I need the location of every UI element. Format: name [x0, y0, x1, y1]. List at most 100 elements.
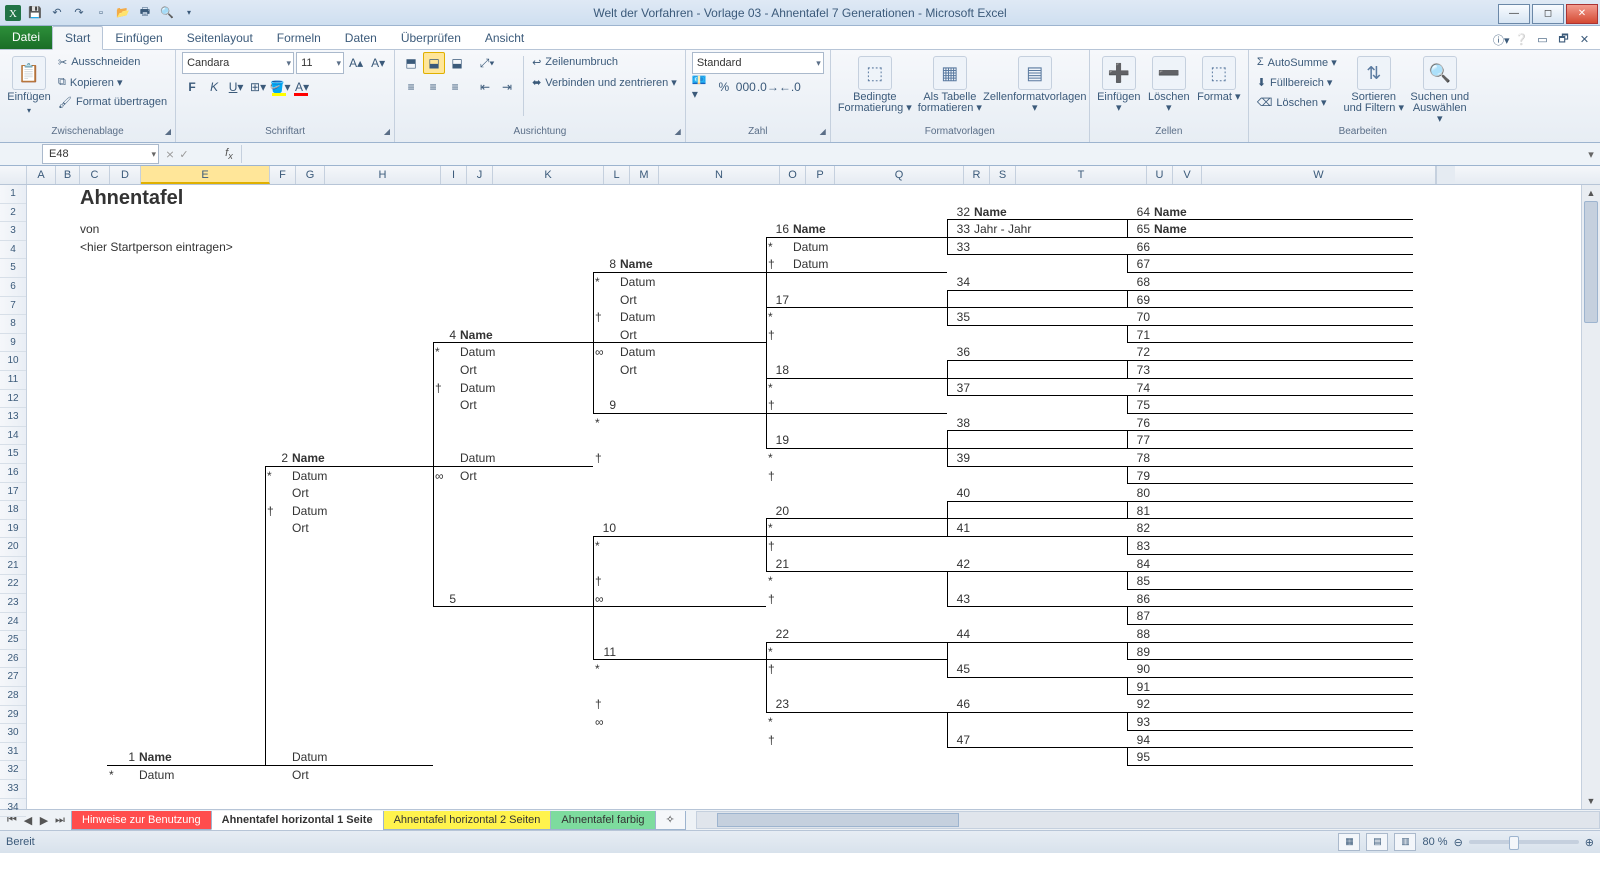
maximize-button[interactable]: ◻ — [1532, 4, 1564, 24]
formula-input[interactable] — [241, 145, 1582, 163]
col-header-I[interactable]: I — [441, 166, 467, 184]
insert-cells-button[interactable]: ➕Einfügen ▾ — [1096, 52, 1142, 114]
align-right-icon[interactable]: ≡ — [445, 77, 465, 97]
qat-preview-icon[interactable]: 🔍 — [158, 4, 176, 22]
fx-icon[interactable]: fx — [219, 147, 239, 161]
font-size-combo[interactable]: 11 — [296, 52, 344, 74]
help-dropdown-icon[interactable]: ⓘ▾ — [1493, 32, 1508, 48]
wrap-text-button[interactable]: ↩Zeilenumbruch — [530, 52, 679, 72]
undo-icon[interactable]: ↶ — [48, 4, 66, 22]
row-header[interactable]: 13 — [0, 408, 26, 427]
hscroll-thumb[interactable] — [717, 813, 959, 827]
horizontal-scrollbar[interactable] — [696, 811, 1600, 829]
comma-icon[interactable]: 000 — [736, 77, 756, 97]
cell-styles-button[interactable]: ▤Zellenformatvorlagen ▾ — [987, 52, 1083, 114]
new-sheet-button[interactable]: ✧ — [655, 811, 686, 830]
select-all-corner[interactable] — [0, 166, 27, 184]
row-header[interactable]: 18 — [0, 501, 26, 520]
fill-button[interactable]: ⬇Füllbereich ▾ — [1255, 72, 1339, 92]
tab-next-icon[interactable]: ▶ — [36, 814, 52, 827]
currency-icon[interactable]: 💶▾ — [692, 77, 712, 97]
fill-color-button[interactable]: 🪣▾ — [270, 77, 290, 97]
col-header-B[interactable]: B — [56, 166, 80, 184]
tab-formeln[interactable]: Formeln — [265, 27, 333, 49]
decrease-font-icon[interactable]: A▾ — [368, 53, 388, 73]
tab-start[interactable]: Start — [52, 26, 103, 50]
row-header[interactable]: 23 — [0, 594, 26, 613]
conditional-format-button[interactable]: ⬚Bedingte Formatierung ▾ — [837, 52, 913, 114]
row-header[interactable]: 12 — [0, 390, 26, 409]
decrease-indent-icon[interactable]: ⇤ — [475, 77, 495, 97]
row-header[interactable]: 10 — [0, 352, 26, 371]
row-header[interactable]: 6 — [0, 278, 26, 297]
tab-seitenlayout[interactable]: Seitenlayout — [175, 27, 265, 49]
clear-button[interactable]: ⌫Löschen ▾ — [1255, 92, 1339, 112]
paste-button[interactable]: 📋 Einfügen ▾ — [6, 52, 52, 116]
percent-icon[interactable]: % — [714, 77, 734, 97]
row-header[interactable]: 22 — [0, 575, 26, 594]
row-header[interactable]: 34 — [0, 799, 26, 818]
normal-view-button[interactable]: ▦ — [1338, 833, 1360, 851]
qat-print-icon[interactable]: 🖶 — [136, 4, 154, 22]
sheet-tab-3[interactable]: Ahnentafel horizontal 2 Seiten — [383, 811, 552, 830]
format-as-table-button[interactable]: ▦Als Tabelle formatieren ▾ — [917, 52, 983, 114]
row-header[interactable]: 4 — [0, 241, 26, 260]
font-color-button[interactable]: A▾ — [292, 77, 312, 97]
autosum-button[interactable]: ΣAutoSumme ▾ — [1255, 52, 1339, 72]
row-header[interactable]: 16 — [0, 464, 26, 483]
col-header-E[interactable]: E — [141, 166, 270, 184]
dialog-launcher-icon[interactable]: ◢ — [165, 127, 171, 136]
increase-font-icon[interactable]: A▴ — [346, 53, 366, 73]
cut-button[interactable]: ✂Ausschneiden — [56, 52, 169, 72]
align-bottom-icon[interactable]: ⬓ — [447, 53, 467, 73]
row-header[interactable]: 30 — [0, 724, 26, 743]
sheet-tab-1[interactable]: Hinweise zur Benutzung — [71, 811, 212, 830]
number-format-combo[interactable]: Standard — [692, 52, 824, 74]
col-header-P[interactable]: P — [806, 166, 835, 184]
expand-formula-icon[interactable]: ▾ — [1582, 148, 1600, 161]
italic-button[interactable]: K — [204, 77, 224, 97]
row-header[interactable]: 20 — [0, 538, 26, 557]
save-icon[interactable]: 💾 — [26, 4, 44, 22]
file-tab[interactable]: Datei — [0, 26, 52, 49]
row-header[interactable]: 32 — [0, 761, 26, 780]
tab-last-icon[interactable]: ⏭ — [52, 814, 68, 827]
row-header[interactable]: 21 — [0, 557, 26, 576]
tab-einfuegen[interactable]: Einfügen — [103, 27, 174, 49]
zoom-knob[interactable] — [1509, 836, 1519, 850]
dialog-launcher-icon[interactable]: ◢ — [820, 127, 826, 136]
col-header-V[interactable]: V — [1173, 166, 1202, 184]
col-header-W[interactable]: W — [1202, 166, 1436, 184]
row-header[interactable]: 14 — [0, 427, 26, 446]
row-header[interactable]: 24 — [0, 613, 26, 632]
minimize-button[interactable]: — — [1498, 4, 1530, 24]
format-painter-button[interactable]: 🖌Format übertragen — [56, 92, 169, 112]
row-header[interactable]: 26 — [0, 650, 26, 669]
format-cells-button[interactable]: ⬚Format ▾ — [1196, 52, 1242, 103]
ribbon-restore-icon[interactable]: 🗗 — [1556, 30, 1571, 49]
col-header-K[interactable]: K — [493, 166, 604, 184]
page-layout-view-button[interactable]: ▤ — [1366, 833, 1388, 851]
border-button[interactable]: ⊞▾ — [248, 77, 268, 97]
align-left-icon[interactable]: ≡ — [401, 77, 421, 97]
col-header-J[interactable]: J — [467, 166, 493, 184]
increase-decimal-icon[interactable]: .0→ — [758, 77, 778, 97]
col-header-R[interactable]: R — [964, 166, 990, 184]
sheet-tab-4[interactable]: Ahnentafel farbig — [550, 811, 655, 830]
font-name-combo[interactable]: Candara — [182, 52, 294, 74]
col-header-A[interactable]: A — [27, 166, 56, 184]
underline-button[interactable]: U▾ — [226, 77, 246, 97]
dialog-launcher-icon[interactable]: ◢ — [675, 127, 681, 136]
qat-open-icon[interactable]: 📂 — [114, 4, 132, 22]
row-header[interactable]: 11 — [0, 371, 26, 390]
increase-indent-icon[interactable]: ⇥ — [497, 77, 517, 97]
col-header-S[interactable]: S — [990, 166, 1016, 184]
row-header[interactable]: 31 — [0, 743, 26, 762]
col-header-O[interactable]: O — [780, 166, 806, 184]
dialog-launcher-icon[interactable]: ◢ — [384, 127, 390, 136]
bold-button[interactable]: F — [182, 77, 202, 97]
redo-icon[interactable]: ↷ — [70, 4, 88, 22]
scroll-down-icon[interactable]: ▼ — [1582, 793, 1600, 809]
copy-button[interactable]: ⧉Kopieren ▾ — [56, 72, 169, 92]
cell-grid[interactable]: Ahnentafelvon<hier Startperson eintragen… — [27, 185, 1581, 809]
